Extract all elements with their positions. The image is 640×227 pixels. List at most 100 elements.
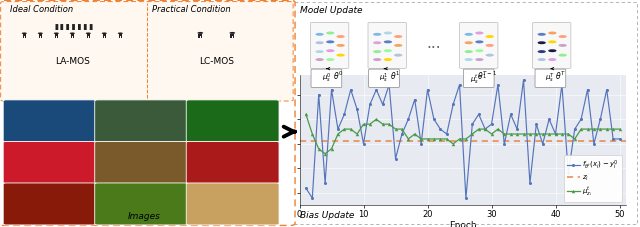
$f_{\theta^t}(x_i) - y_i^0$ [532, 123, 540, 126]
$\mu_{z_i}^t$ [302, 113, 310, 116]
$f_{\theta^t}(x_i) - y_i^0$ [449, 103, 457, 106]
Text: Images: Images [127, 212, 161, 221]
$\mu_{z_i}^t$ [340, 128, 348, 131]
$\mu_{z_i}^t$ [552, 133, 559, 135]
$f_{\theta^t}(x_i) - y_i^0$ [494, 83, 502, 86]
$f_{\theta^t}(x_i) - y_i^0$ [328, 88, 335, 91]
$\mu_{z_i}^t$ [398, 128, 406, 131]
Text: ...: ... [427, 36, 441, 51]
Text: LC-MOS: LC-MOS [199, 57, 234, 66]
Legend: $f_{\theta^t}(x_i) - y_i^0$, $z_i$, $\mu_{z_i}^t$: $f_{\theta^t}(x_i) - y_i^0$, $z_i$, $\mu… [564, 155, 623, 202]
$\mu_{z_i}^t$ [443, 138, 451, 140]
$\mu_{z_i}^t$ [468, 133, 476, 135]
$\mu_{z_i}^t$ [372, 118, 380, 121]
$f_{\theta^t}(x_i) - y_i^0$ [443, 133, 451, 135]
$f_{\theta^t}(x_i) - y_i^0$ [552, 133, 559, 135]
Text: $\theta^T$: $\theta^T$ [554, 70, 566, 82]
$f_{\theta^t}(x_i) - y_i^0$ [360, 143, 367, 145]
$\mu_{z_i}^t$ [500, 133, 508, 135]
$f_{\theta^t}(x_i) - y_i^0$ [609, 138, 617, 140]
$\mu_{z_i}^t$ [603, 128, 611, 131]
$f_{\theta^t}(x_i) - y_i^0$ [584, 88, 591, 91]
$\mu_{z_i}^t$ [315, 147, 323, 150]
$\mu_{z_i}^t$ [436, 138, 444, 140]
$\mu_{z_i}^t$ [577, 128, 585, 131]
$\mu_{z_i}^t$ [462, 138, 470, 140]
Text: Model Update: Model Update [300, 6, 362, 15]
$\mu_{z_i}^t$ [411, 133, 419, 135]
$f_{\theta^t}(x_i) - y_i^0$ [308, 197, 316, 199]
$\mu_{z_i}^t$ [545, 133, 553, 135]
$\mu_{z_i}^t$ [334, 133, 342, 135]
$\mu_{z_i}^t$ [558, 133, 566, 135]
$\mu_{z_i}^t$ [526, 133, 534, 135]
$f_{\theta^t}(x_i) - y_i^0$ [507, 113, 515, 116]
$\mu_{z_i}^t$ [590, 128, 598, 131]
$\mu_{z_i}^t$ [424, 138, 431, 140]
$f_{\theta^t}(x_i) - y_i^0$ [385, 83, 393, 86]
$f_{\theta^t}(x_i) - y_i^0$ [315, 93, 323, 96]
$\mu_{z_i}^t$ [379, 123, 387, 126]
$f_{\theta^t}(x_i) - y_i^0$ [404, 118, 412, 121]
Text: $\mu_s^{t-1}$: $\mu_s^{t-1}$ [470, 72, 488, 85]
$f_{\theta^t}(x_i) - y_i^0$ [468, 123, 476, 126]
$\mu_{z_i}^t$ [616, 128, 623, 131]
$\mu_{z_i}^t$ [456, 138, 463, 140]
$\mu_{z_i}^t$ [449, 143, 457, 145]
Line: $\mu_{z_i}^t$: $\mu_{z_i}^t$ [304, 113, 621, 155]
$f_{\theta^t}(x_i) - y_i^0$ [424, 88, 431, 91]
$\mu_{z_i}^t$ [488, 133, 495, 135]
Text: $\mu_s^0$: $\mu_s^0$ [321, 72, 332, 85]
$f_{\theta^t}(x_i) - y_i^0$ [596, 118, 604, 121]
$\mu_{z_i}^t$ [366, 123, 374, 126]
$f_{\theta^t}(x_i) - y_i^0$ [347, 88, 355, 91]
Text: $\theta^1$: $\theta^1$ [390, 70, 401, 82]
$\mu_{z_i}^t$ [564, 133, 572, 135]
$f_{\theta^t}(x_i) - y_i^0$ [558, 83, 566, 86]
Text: Bias Update: Bias Update [300, 211, 354, 220]
Text: ▮▮▮▮▮▮▮: ▮▮▮▮▮▮▮ [53, 22, 94, 32]
$f_{\theta^t}(x_i) - y_i^0$ [545, 118, 553, 121]
$f_{\theta^t}(x_i) - y_i^0$ [513, 128, 521, 131]
$\mu_{z_i}^t$ [321, 152, 329, 155]
$f_{\theta^t}(x_i) - y_i^0$ [526, 182, 534, 185]
$f_{\theta^t}(x_i) - y_i^0$ [603, 88, 611, 91]
$\mu_{z_i}^t$ [430, 138, 438, 140]
$f_{\theta^t}(x_i) - y_i^0$ [616, 138, 623, 140]
$\mu_{z_i}^t$ [353, 133, 361, 135]
Text: Practical Condition: Practical Condition [152, 5, 231, 14]
$\mu_{z_i}^t$ [347, 128, 355, 131]
Line: $f_{\theta^t}(x_i) - y_i^0$: $f_{\theta^t}(x_i) - y_i^0$ [305, 78, 621, 200]
$\mu_{z_i}^t$ [417, 138, 425, 140]
$\mu_{z_i}^t$ [392, 128, 399, 131]
$\mu_{z_i}^t$ [507, 133, 515, 135]
$\mu_{z_i}^t$ [404, 138, 412, 140]
$\mu_{z_i}^t$ [520, 133, 527, 135]
$z_i$ [296, 140, 303, 143]
$\mu_{z_i}^t$ [494, 128, 502, 131]
$\mu_{z_i}^t$ [532, 133, 540, 135]
Text: $\mu_s^T$: $\mu_s^T$ [545, 72, 556, 85]
$\mu_{z_i}^t$ [609, 128, 617, 131]
$f_{\theta^t}(x_i) - y_i^0$ [571, 128, 579, 131]
$\mu_{z_i}^t$ [328, 147, 335, 150]
$f_{\theta^t}(x_i) - y_i^0$ [577, 118, 585, 121]
$f_{\theta^t}(x_i) - y_i^0$ [564, 172, 572, 175]
$f_{\theta^t}(x_i) - y_i^0$ [353, 108, 361, 111]
$\mu_{z_i}^t$ [385, 123, 393, 126]
$\mu_{z_i}^t$ [596, 128, 604, 131]
$\mu_{z_i}^t$ [539, 133, 547, 135]
$f_{\theta^t}(x_i) - y_i^0$ [500, 143, 508, 145]
$f_{\theta^t}(x_i) - y_i^0$ [520, 79, 527, 81]
Text: Ideal Condition: Ideal Condition [10, 5, 73, 14]
Text: $\mu_s^1$: $\mu_s^1$ [380, 72, 388, 85]
$f_{\theta^t}(x_i) - y_i^0$ [430, 118, 438, 121]
$\mu_{z_i}^t$ [308, 133, 316, 135]
$f_{\theta^t}(x_i) - y_i^0$ [436, 128, 444, 131]
$f_{\theta^t}(x_i) - y_i^0$ [302, 187, 310, 190]
Text: $\theta^0$: $\theta^0$ [333, 70, 343, 82]
$f_{\theta^t}(x_i) - y_i^0$ [488, 123, 495, 126]
$f_{\theta^t}(x_i) - y_i^0$ [481, 128, 489, 131]
$f_{\theta^t}(x_i) - y_i^0$ [456, 83, 463, 86]
$f_{\theta^t}(x_i) - y_i^0$ [462, 197, 470, 199]
